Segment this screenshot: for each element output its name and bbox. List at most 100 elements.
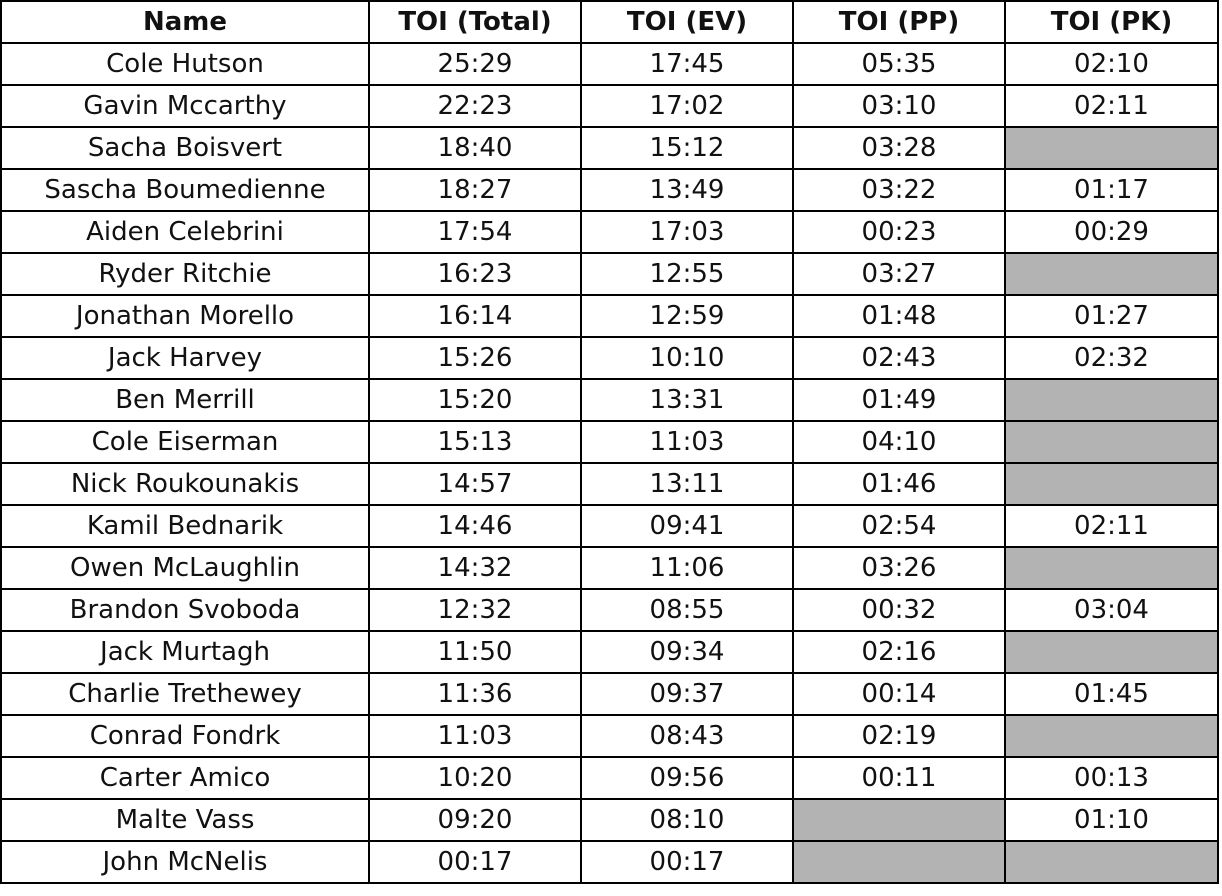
- table-row: Cole Hutson 25:29 17:45 05:35 02:10: [0, 42, 1219, 86]
- player-name: Jonathan Morello: [0, 294, 370, 338]
- toi-cell: 08:55: [580, 588, 794, 632]
- toi-cell: 02:11: [1004, 504, 1219, 548]
- table-row: Jonathan Morello 16:14 12:59 01:48 01:27: [0, 294, 1219, 338]
- player-name: Cole Hutson: [0, 42, 370, 86]
- toi-cell: 12:59: [580, 294, 794, 338]
- player-name: Kamil Bednarik: [0, 504, 370, 548]
- empty-cell: [1004, 462, 1219, 506]
- toi-cell: 00:14: [792, 672, 1006, 716]
- toi-cell: 05:35: [792, 42, 1006, 86]
- player-name: Jack Harvey: [0, 336, 370, 380]
- empty-cell: [1004, 378, 1219, 422]
- toi-cell: 14:57: [368, 462, 582, 506]
- column-header: TOI (PP): [792, 0, 1006, 44]
- toi-cell: 18:27: [368, 168, 582, 212]
- toi-cell: 22:23: [368, 84, 582, 128]
- player-name: Ben Merrill: [0, 378, 370, 422]
- column-header: TOI (Total): [368, 0, 582, 44]
- toi-cell: 00:17: [368, 840, 582, 884]
- toi-cell: 08:10: [580, 798, 794, 842]
- toi-cell: 14:46: [368, 504, 582, 548]
- toi-cell: 13:49: [580, 168, 794, 212]
- toi-cell: 17:45: [580, 42, 794, 86]
- table-row: Carter Amico 10:20 09:56 00:11 00:13: [0, 756, 1219, 800]
- toi-cell: 02:16: [792, 630, 1006, 674]
- toi-cell: 02:19: [792, 714, 1006, 758]
- column-header: Name: [0, 0, 370, 44]
- toi-cell: 11:36: [368, 672, 582, 716]
- toi-cell: 03:10: [792, 84, 1006, 128]
- table-row: Aiden Celebrini 17:54 17:03 00:23 00:29: [0, 210, 1219, 254]
- toi-cell: 12:55: [580, 252, 794, 296]
- empty-cell: [792, 798, 1006, 842]
- table-row: Owen McLaughlin 14:32 11:06 03:26: [0, 546, 1219, 590]
- toi-cell: 01:10: [1004, 798, 1219, 842]
- toi-cell: 15:26: [368, 336, 582, 380]
- player-name: Gavin Mccarthy: [0, 84, 370, 128]
- header-row: Name TOI (Total) TOI (EV) TOI (PP) TOI (PK): [0, 0, 1219, 44]
- player-name: Carter Amico: [0, 756, 370, 800]
- player-name: Owen McLaughlin: [0, 546, 370, 590]
- table-row: Jack Murtagh 11:50 09:34 02:16: [0, 630, 1219, 674]
- toi-cell: 09:34: [580, 630, 794, 674]
- toi-cell: 25:29: [368, 42, 582, 86]
- empty-cell: [1004, 546, 1219, 590]
- toi-cell: 03:27: [792, 252, 1006, 296]
- toi-cell: 01:48: [792, 294, 1006, 338]
- column-header: TOI (EV): [580, 0, 794, 44]
- empty-cell: [1004, 252, 1219, 296]
- toi-cell: 10:10: [580, 336, 794, 380]
- toi-cell: 09:56: [580, 756, 794, 800]
- toi-cell: 00:17: [580, 840, 794, 884]
- table-row: Ryder Ritchie 16:23 12:55 03:27: [0, 252, 1219, 296]
- table-row: Sascha Boumedienne 18:27 13:49 03:22 01:17: [0, 168, 1219, 212]
- toi-cell: 11:03: [368, 714, 582, 758]
- toi-cell: 00:32: [792, 588, 1006, 632]
- table-row: Brandon Svoboda 12:32 08:55 00:32 03:04: [0, 588, 1219, 632]
- table-row: Jack Harvey 15:26 10:10 02:43 02:32: [0, 336, 1219, 380]
- empty-cell: [1004, 714, 1219, 758]
- toi-cell: 15:20: [368, 378, 582, 422]
- toi-cell: 03:28: [792, 126, 1006, 170]
- table-row: Charlie Trethewey 11:36 09:37 00:14 01:45: [0, 672, 1219, 716]
- table-row: Gavin Mccarthy 22:23 17:02 03:10 02:11: [0, 84, 1219, 128]
- toi-cell: 01:45: [1004, 672, 1219, 716]
- toi-cell: 11:50: [368, 630, 582, 674]
- player-name: John McNelis: [0, 840, 370, 884]
- toi-cell: 02:11: [1004, 84, 1219, 128]
- table-row: Ben Merrill 15:20 13:31 01:49: [0, 378, 1219, 422]
- player-name: Nick Roukounakis: [0, 462, 370, 506]
- column-header: TOI (PK): [1004, 0, 1219, 44]
- player-name: Conrad Fondrk: [0, 714, 370, 758]
- player-name: Aiden Celebrini: [0, 210, 370, 254]
- toi-cell: 17:03: [580, 210, 794, 254]
- player-name: Brandon Svoboda: [0, 588, 370, 632]
- toi-cell: 00:29: [1004, 210, 1219, 254]
- player-name: Ryder Ritchie: [0, 252, 370, 296]
- toi-cell: 15:12: [580, 126, 794, 170]
- empty-cell: [1004, 630, 1219, 674]
- toi-cell: 10:20: [368, 756, 582, 800]
- toi-cell: 02:43: [792, 336, 1006, 380]
- toi-cell: 00:11: [792, 756, 1006, 800]
- toi-cell: 03:04: [1004, 588, 1219, 632]
- empty-cell: [1004, 840, 1219, 884]
- table-row: Malte Vass 09:20 08:10 01:10: [0, 798, 1219, 842]
- toi-cell: 09:37: [580, 672, 794, 716]
- toi-cell: 03:26: [792, 546, 1006, 590]
- empty-cell: [792, 840, 1006, 884]
- toi-cell: 16:23: [368, 252, 582, 296]
- toi-cell: 03:22: [792, 168, 1006, 212]
- toi-cell: 00:23: [792, 210, 1006, 254]
- toi-cell: 11:03: [580, 420, 794, 464]
- table-row: Nick Roukounakis 14:57 13:11 01:46: [0, 462, 1219, 506]
- toi-cell: 02:54: [792, 504, 1006, 548]
- toi-cell: 17:02: [580, 84, 794, 128]
- table-row: Cole Eiserman 15:13 11:03 04:10: [0, 420, 1219, 464]
- toi-cell: 18:40: [368, 126, 582, 170]
- player-name: Cole Eiserman: [0, 420, 370, 464]
- toi-cell: 01:17: [1004, 168, 1219, 212]
- toi-cell: 12:32: [368, 588, 582, 632]
